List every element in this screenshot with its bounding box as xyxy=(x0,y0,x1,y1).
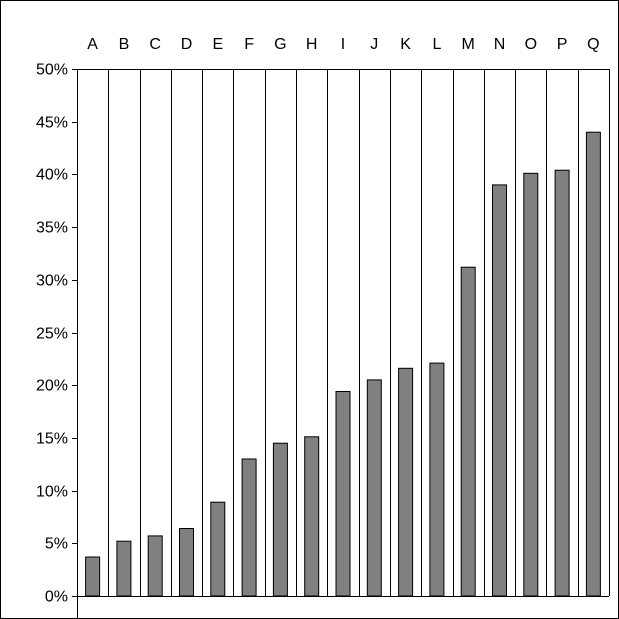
bar-H xyxy=(304,436,320,597)
x-tick-label: K xyxy=(400,36,411,53)
bar-O xyxy=(523,172,539,597)
x-tick-label: H xyxy=(306,36,318,53)
y-tick-label: 10% xyxy=(36,484,68,501)
x-tick-label: M xyxy=(462,36,475,53)
y-tick-label: 30% xyxy=(36,273,68,290)
x-tick-label: N xyxy=(494,36,506,53)
bar-D xyxy=(179,528,194,597)
x-tick-label: F xyxy=(244,36,254,53)
bar-M xyxy=(460,266,476,597)
bar-L xyxy=(429,362,445,597)
y-tick-label: 0% xyxy=(45,589,68,606)
x-tick-label: J xyxy=(370,36,378,53)
bar-N xyxy=(492,184,507,597)
bar-P xyxy=(554,169,570,597)
y-tick-label: 50% xyxy=(36,62,68,79)
x-axis-labels: A B C D E F G H I J K L M N O P Q xyxy=(87,36,599,53)
bar-B xyxy=(116,540,132,597)
bar-series xyxy=(85,131,601,597)
x-tick-label: D xyxy=(181,36,193,53)
bar-K xyxy=(398,367,414,597)
y-tick-label: 5% xyxy=(45,536,68,553)
y-tick-label: 25% xyxy=(36,326,68,343)
x-tick-label: C xyxy=(149,36,161,53)
x-tick-label: A xyxy=(87,36,98,53)
y-tick-label: 40% xyxy=(36,167,68,184)
y-axis: 0% 5% 10% 15% 20% 25% 30% 35% 40% 45% 50% xyxy=(36,62,78,618)
bar-E xyxy=(210,501,226,597)
y-tick-label: 15% xyxy=(36,431,68,448)
bar-G xyxy=(272,442,288,597)
y-tick-label: 20% xyxy=(36,378,68,395)
x-tick-label: Q xyxy=(587,36,599,53)
bar-J xyxy=(366,379,382,597)
bar-I xyxy=(335,391,351,597)
x-tick-label: E xyxy=(212,36,223,53)
bar-A xyxy=(85,556,101,597)
x-tick-label: I xyxy=(341,36,345,53)
x-tick-label: P xyxy=(557,36,568,53)
x-tick-label: O xyxy=(525,36,537,53)
x-tick-label: L xyxy=(432,36,441,53)
x-tick-label: G xyxy=(274,36,286,53)
bar-F xyxy=(241,458,257,597)
bar-C xyxy=(147,535,163,597)
y-tick-label: 45% xyxy=(36,115,68,132)
y-tick-label: 35% xyxy=(36,220,68,237)
x-tick-label: B xyxy=(119,36,130,53)
bar-Q xyxy=(585,131,601,597)
